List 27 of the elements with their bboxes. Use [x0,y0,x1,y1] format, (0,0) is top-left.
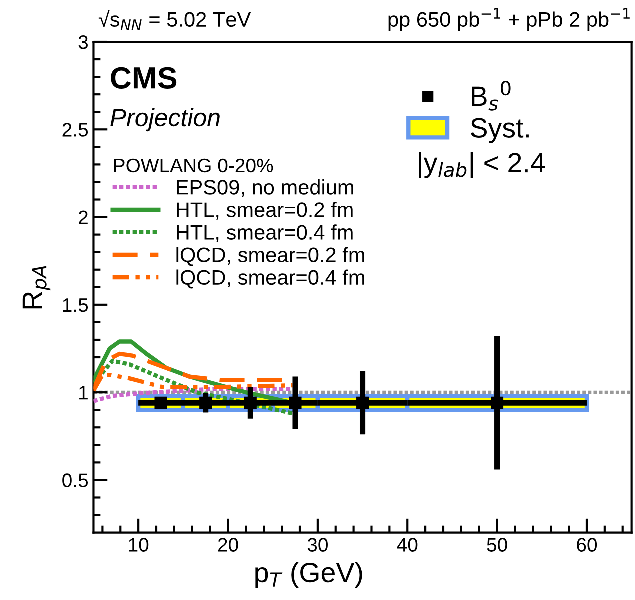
legend-label: B$_{s}$$^{0}$ [472,80,511,111]
x-tick-label: 40 [397,538,418,552]
legend-title: POWLANG 0-20% [114,158,274,173]
legend-label: lQCD, smear=0.2 fm [176,247,364,266]
x-tick-label: 50 [487,538,508,552]
y-tick-label: 3 [78,35,88,50]
annotation: CMS [111,67,177,89]
annotation: Projection [110,108,220,132]
y-tick-label: 2.5 [62,123,88,137]
x-tick-label: 30 [308,538,328,552]
y-tick-label: 0.5 [62,474,88,488]
chart-subtitle: pp 650 pb$^{−1}$ + pPb 2 pb$^{−1}$ [388,8,630,32]
legend-label: HTL, smear=0.4 fm [177,224,353,242]
legend-label: EPS09, no medium [177,180,354,198]
x-axis-title: p$_{T}$ (GeV) [256,562,362,588]
legend-label: lQCD, smear=0.4 fm [176,270,364,289]
x-tick-label: 60 [577,538,598,552]
y-axis-title: R$_{pA}$ [22,266,51,309]
x-tick-label: 10 [129,538,149,552]
legend-label: HTL, smear=0.2 fm [177,202,353,220]
y-tick-label: 2 [79,210,88,224]
y-tick-label: 1 [80,386,88,400]
legend-label: Syst. [471,118,529,144]
x-tick-label: 20 [218,538,238,552]
chart-title: √s$_{NN}$ = 5.02 TeV [98,10,252,30]
y-tick-label: 1.5 [63,298,88,312]
annotation: |y$_{lab}$| < 2.4 [419,152,546,178]
